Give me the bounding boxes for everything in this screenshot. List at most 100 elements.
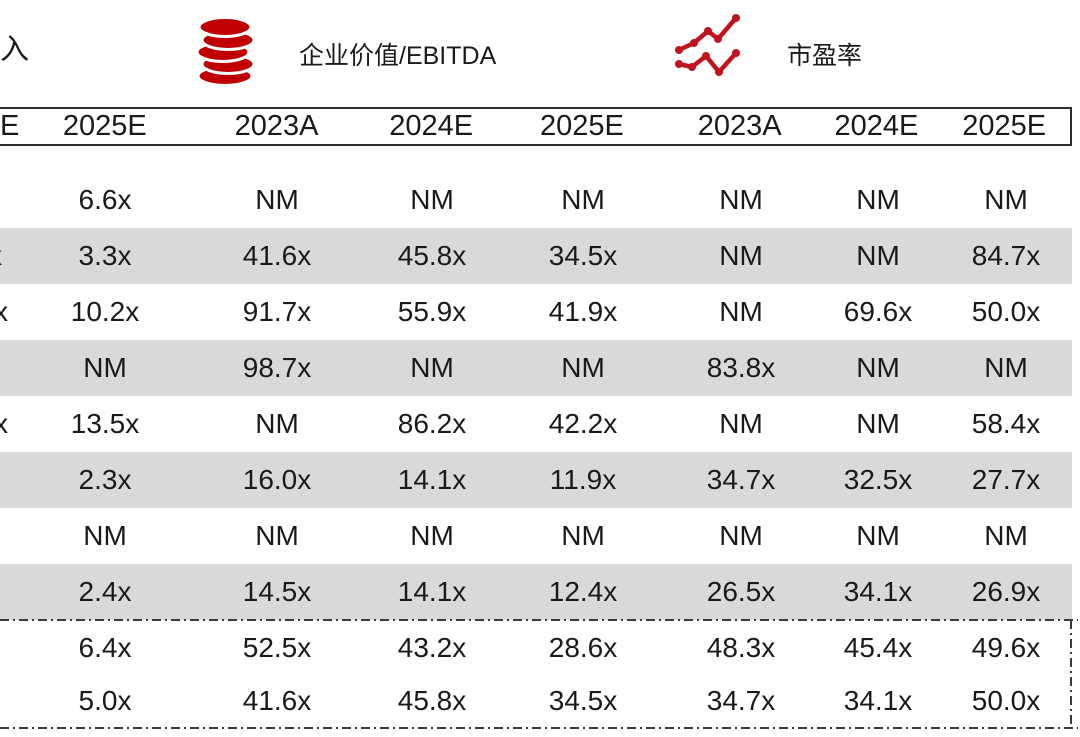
column-header: 2025E	[539, 110, 624, 142]
table-cell: NM	[255, 184, 299, 215]
table-cell: 26.5x	[706, 576, 776, 607]
table-cell: 41.6x	[242, 240, 312, 271]
table-cell: 34.5x	[548, 240, 618, 271]
table-cell: 16.0x	[242, 464, 312, 495]
table-cell: 2.3x	[78, 464, 132, 495]
table-cell: 14.5x	[242, 576, 312, 607]
table-cell: 6.6x	[78, 184, 132, 215]
table-cell: NM	[984, 184, 1028, 215]
column-header: 2023A	[234, 110, 319, 142]
table-cell: 32.5x	[843, 464, 913, 495]
table-cell-partial: x	[0, 296, 20, 328]
table-cell: 14.1x	[397, 576, 467, 607]
table-cell: 42.2x	[548, 408, 618, 439]
table-cell: 10.2x	[70, 296, 140, 327]
table-row: 2.3x 16.0x 14.1x 11.9x 34.7x 32.5x 27.7x	[0, 452, 1072, 508]
table-cell: NM	[255, 408, 299, 439]
table-cell: 34.5x	[548, 684, 618, 716]
table-row: NM 98.7x NM NM 83.8x NM NM	[0, 340, 1072, 396]
table-cell: 45.8x	[397, 684, 467, 716]
table-cell: NM	[984, 352, 1028, 383]
table-row: x 3.3x 41.6x 45.8x 34.5x NM NM 84.7x	[0, 228, 1072, 284]
table-cell: NM	[410, 352, 454, 383]
legend-partial-label: 入	[0, 34, 30, 66]
legend-label-ev-ebitda: 企业价值/EBITDA	[299, 42, 497, 70]
table-cell: 69.6x	[843, 296, 913, 327]
table-cell: 27.7x	[971, 464, 1041, 495]
table-cell: 58.4x	[971, 408, 1041, 439]
table-cell: NM	[410, 520, 454, 551]
table-cell-partial: x	[0, 240, 20, 272]
table-cell: 45.8x	[397, 240, 467, 271]
table-cell: 55.9x	[397, 296, 467, 327]
partial-glyph: x	[0, 240, 2, 272]
table-cell: 14.1x	[397, 464, 467, 495]
table-cell: NM	[83, 352, 127, 383]
table-cell: 52.5x	[242, 631, 312, 663]
column-header: 2023A	[697, 110, 782, 142]
table-cell: 2.4x	[78, 576, 132, 607]
table-cell: 49.6x	[971, 631, 1041, 663]
column-header: 2025E	[962, 110, 1047, 142]
table-row: 5.0x 41.6x 45.8x 34.5x 34.7x 34.1x 50.0x	[0, 674, 1072, 727]
table-cell: 50.0x	[971, 684, 1041, 716]
table-cell: NM	[984, 520, 1028, 551]
column-header: 2024E	[834, 110, 919, 142]
line-chart-icon	[675, 14, 740, 76]
table-cell: NM	[856, 184, 900, 215]
table-row: NM NM NM NM NM NM NM	[0, 508, 1072, 564]
table-cell: NM	[410, 184, 454, 215]
table-cell: 11.9x	[549, 464, 617, 495]
table-cell: NM	[719, 408, 763, 439]
table-cell: NM	[83, 520, 127, 551]
table-cell: NM	[719, 520, 763, 551]
table-cell: NM	[561, 184, 605, 215]
table-row: 6.4x 52.5x 43.2x 28.6x 48.3x 45.4x 49.6x	[0, 621, 1072, 674]
column-header-partial: E	[0, 110, 20, 142]
summary-box-bottom-border	[0, 727, 1078, 729]
table-row: x 10.2x 91.7x 55.9x 41.9x NM 69.6x 50.0x	[0, 284, 1072, 340]
table-cell: 3.3x	[78, 240, 132, 271]
table-cell: 26.9x	[971, 576, 1041, 607]
partial-glyph: x	[0, 296, 8, 327]
table-cell: 83.8x	[706, 352, 776, 383]
table-cell: 50.0x	[971, 296, 1041, 327]
table-row: 2.4x 14.5x 14.1x 12.4x 26.5x 34.1x 26.9x	[0, 564, 1072, 620]
table-cell: 6.4x	[78, 631, 132, 663]
table-cell: 34.7x	[706, 684, 776, 716]
summary-box-right-border	[1070, 620, 1072, 728]
table-cell: 86.2x	[397, 408, 467, 439]
table-cell: NM	[719, 296, 763, 327]
table-cell: 84.7x	[971, 240, 1041, 271]
table-cell: 98.7x	[242, 352, 312, 383]
table-cell: 45.4x	[843, 631, 913, 663]
table-cell: 34.7x	[706, 464, 776, 495]
table-cell: NM	[856, 240, 900, 271]
table-cell: 34.1x	[843, 576, 913, 607]
table-cell: NM	[561, 352, 605, 383]
table-cell: 13.5x	[70, 408, 140, 439]
legend-label-pe-ratio: 市盈率	[787, 42, 863, 70]
table-cell: 43.2x	[397, 631, 467, 663]
table-cell: 48.3x	[706, 631, 776, 663]
table-cell: NM	[255, 520, 299, 551]
table-row: 6.6x NM NM NM NM NM NM	[0, 172, 1072, 228]
partial-glyph: x	[0, 408, 8, 439]
table-row: x 13.5x NM 86.2x 42.2x NM NM 58.4x	[0, 396, 1072, 452]
table-cell: 41.6x	[242, 684, 312, 716]
table-cell: 91.7x	[242, 296, 312, 327]
table-cell: 34.1x	[843, 684, 913, 716]
table-cell: 41.9x	[548, 296, 618, 327]
column-header: 2024E	[389, 110, 474, 142]
coins-icon	[195, 16, 256, 87]
column-header: 2025E	[62, 110, 147, 142]
table-cell: NM	[719, 240, 763, 271]
table-cell: NM	[856, 352, 900, 383]
table-cell: NM	[719, 184, 763, 215]
table-cell: 5.0x	[78, 684, 132, 716]
table-cell: 28.6x	[548, 631, 618, 663]
table-cell: NM	[561, 520, 605, 551]
table-cell: NM	[856, 520, 900, 551]
summary-box-top-border	[0, 619, 1078, 621]
